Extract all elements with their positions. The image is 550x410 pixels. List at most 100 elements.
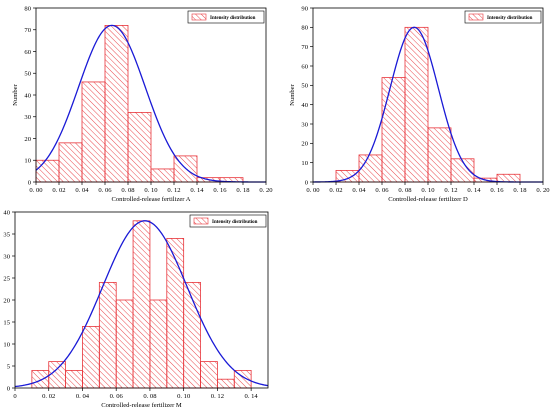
x-axis-title: Controlled-release fertilizer D [388, 196, 468, 203]
y-tick-label: 30 [3, 253, 10, 260]
x-tick-label: 0. 20 [536, 187, 550, 194]
x-tick-label: 0. 10 [421, 187, 435, 194]
y-axis-title: Number [289, 83, 296, 105]
histogram-fertilizer-m: 0 0. 02 0. 04 0. 06 0. 08 0. 10 0. 12 0. 14 0 5 10… [3, 209, 269, 409]
y-tick-label: 40 [24, 92, 31, 99]
x-tick-label: 0. 00 [29, 187, 43, 194]
x-tick-label: 0. 04 [75, 187, 89, 194]
legend-box [187, 10, 265, 24]
normal-fit-curve [14, 220, 269, 388]
histogram-bar [81, 81, 106, 183]
histogram-bar [58, 142, 83, 183]
x-tick-label: 0. 16 [213, 187, 227, 194]
y-tick-label: 15 [3, 319, 10, 326]
histogram-bar [358, 154, 383, 183]
x-tick-label: 0. 12 [167, 187, 180, 194]
x-tick-label: 0. 06 [98, 187, 112, 194]
y-tick-label: 80 [301, 25, 308, 32]
x-tick-label: 0. 20 [259, 187, 273, 194]
y-tick-label: 50 [301, 83, 308, 90]
y-tick-label: 10 [3, 341, 10, 348]
y-tick-label: 40 [301, 102, 308, 109]
histogram-bar [98, 281, 117, 389]
histogram-bar [200, 361, 218, 389]
x-axis-title: Controlled-release fertilizer M [101, 402, 182, 409]
y-tick-label: 10 [24, 158, 31, 165]
histogram-fertilizer-d: 0. 00 0. 02 0. 04 0. 06 0. 08 0. 10 0. 12 0. 14… [289, 5, 550, 203]
x-axis-title: Controlled-release fertilizer A [111, 196, 190, 203]
y-axis-title: Number [12, 83, 19, 105]
legend-label: Intensity distribution [212, 220, 258, 225]
histogram-bar [65, 369, 83, 389]
y-tick-label: 0 [7, 385, 11, 392]
legend-label: Intensity distribution [210, 16, 256, 21]
y-tick-label: 35 [3, 231, 10, 238]
x-tick-label: 0. 06 [375, 187, 389, 194]
legend-swatch [468, 13, 484, 21]
x-tick-label: 0. 18 [513, 187, 527, 194]
y-tick-label: 5 [7, 363, 11, 370]
x-tick-label: 0. 06 [110, 393, 124, 400]
histogram-bar [132, 220, 151, 389]
y-tick-label: 90 [301, 5, 308, 12]
x-tick-label: 0. 18 [236, 187, 250, 194]
histogram-bar [150, 168, 175, 183]
histogram-bar [115, 299, 134, 389]
x-tick-label: 0. 08 [143, 393, 157, 400]
y-tick-label: 0 [305, 179, 309, 186]
y-tick-label: 60 [301, 63, 308, 70]
legend-swatch [191, 13, 207, 21]
histogram-fertilizer-a: 0. 00 0. 02 0. 04 0. 06 0. 08 0. 10 0. 12 0. 14… [12, 5, 273, 203]
y-tick-label: 80 [24, 5, 31, 12]
legend: Intensity distribution [189, 214, 267, 228]
y-tick-label: 20 [3, 297, 10, 304]
x-tick-label: 0. 10 [144, 187, 158, 194]
y-tick-label: 20 [24, 136, 31, 143]
y-tick-label: 40 [3, 209, 10, 216]
y-tick-label: 70 [24, 27, 31, 34]
histogram-bar [104, 24, 129, 183]
x-tick-label: 0. 10 [177, 393, 191, 400]
y-tick-label: 30 [24, 114, 31, 121]
x-tick-label: 0. 02 [42, 393, 55, 400]
x-tick-label: 0. 00 [306, 187, 320, 194]
y-tick-label: 20 [301, 141, 308, 148]
histogram-bar [149, 299, 168, 389]
legend-label: Intensity distribution [487, 16, 533, 21]
histogram-bar [166, 237, 185, 389]
y-tick-label: 30 [301, 121, 308, 128]
histogram-bar [127, 112, 152, 183]
x-tick-label: 0. 02 [329, 187, 342, 194]
x-tick-label: 0. 16 [490, 187, 504, 194]
x-tick-label: 0. 08 [121, 187, 135, 194]
x-tick-label: 0. 12 [444, 187, 457, 194]
x-tick-label: 0. 12 [211, 393, 224, 400]
x-tick-label: 0. 04 [352, 187, 366, 194]
x-tick-label: 0 [13, 393, 17, 400]
legend-box [464, 10, 542, 24]
histogram-bar [404, 26, 429, 183]
x-tick-label: 0. 08 [398, 187, 412, 194]
y-tick-label: 50 [24, 71, 31, 78]
legend: Intensity distribution [464, 10, 542, 24]
x-tick-label: 0. 02 [52, 187, 65, 194]
x-tick-label: 0. 14 [245, 393, 259, 400]
histogram-bar [35, 159, 60, 183]
y-tick-label: 60 [24, 49, 31, 56]
histogram-bar [496, 173, 521, 183]
histogram-bar [48, 361, 67, 389]
legend-swatch [193, 217, 209, 225]
histogram-bar [381, 77, 406, 183]
legend: Intensity distribution [187, 10, 265, 24]
legend-box [189, 214, 267, 228]
histogram-bar [216, 378, 235, 389]
y-tick-label: 10 [301, 160, 308, 167]
x-tick-label: 0. 04 [76, 393, 90, 400]
histogram-bar [427, 127, 452, 183]
y-tick-label: 70 [301, 44, 308, 51]
y-tick-label: 25 [3, 275, 10, 282]
y-tick-label: 0 [28, 179, 32, 186]
x-tick-label: 0. 14 [190, 187, 204, 194]
histogram-bar [82, 325, 100, 389]
